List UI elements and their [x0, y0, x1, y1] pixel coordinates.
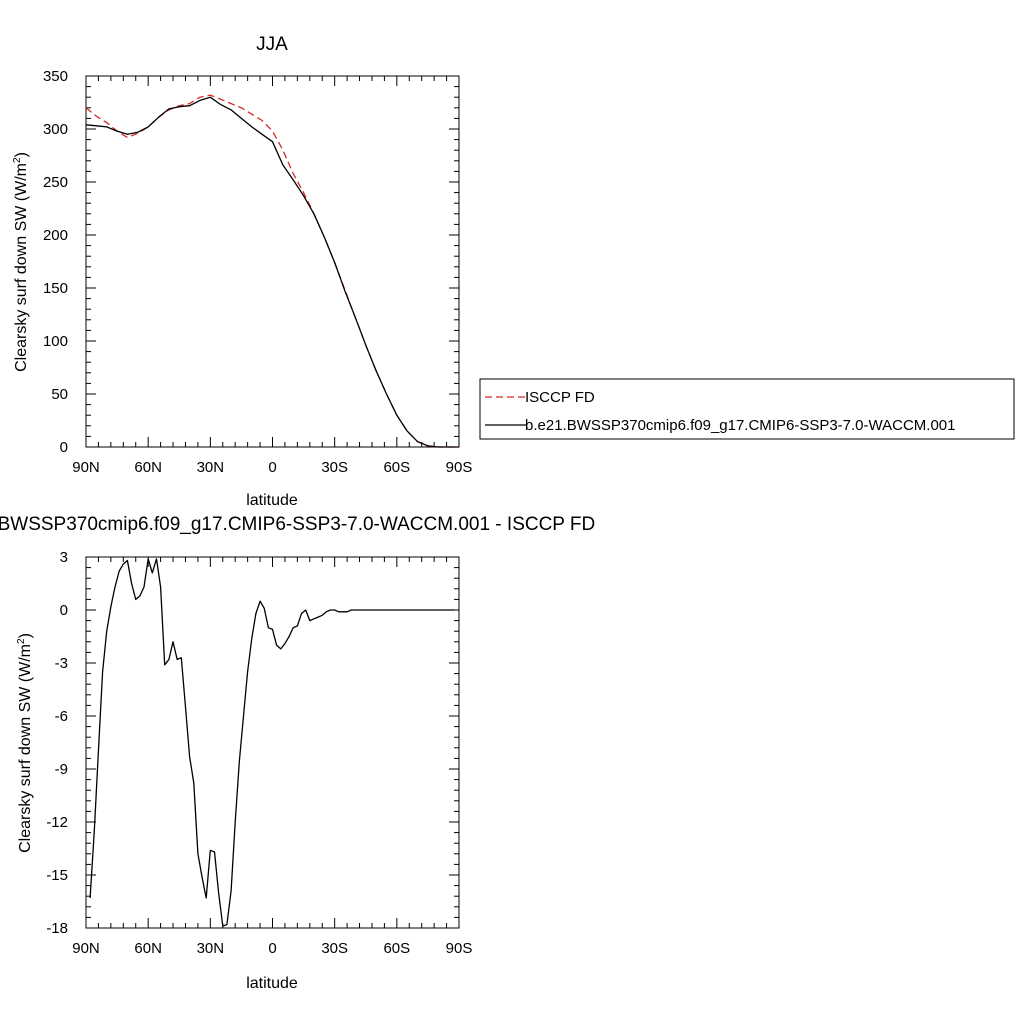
x-tick-label: 90S: [446, 459, 473, 476]
y-tick-label: -3: [55, 655, 68, 672]
y-tick-label: 350: [43, 68, 68, 85]
x-tick-label: 30N: [197, 459, 225, 476]
series-line: [85, 96, 459, 448]
top-plot-title: JJA: [256, 34, 288, 55]
legend-box: [479, 378, 1015, 440]
y-tick-label: 0: [60, 602, 68, 619]
bottom-plot-series: [89, 558, 455, 927]
x-tick-label: 0: [268, 459, 276, 476]
y-tick-label: 250: [43, 174, 68, 191]
bottom-x-axis-label: latitude: [246, 975, 298, 992]
x-tick-label: 30N: [197, 940, 225, 957]
y-tick-label: -18: [46, 920, 68, 937]
x-tick-label: 0: [268, 940, 276, 957]
y-tick-label: 0: [60, 439, 68, 456]
y-tick-label: 3: [60, 549, 68, 566]
y-tick-label: 300: [43, 121, 68, 138]
top-plot-ticks: 90N 60N 30N 0 30S 60S 90S 0 50 100 150 200 250 300 350: [43, 68, 472, 476]
top-plot-frame: [85, 75, 460, 448]
y-tick-label: -6: [55, 708, 68, 725]
x-tick-label: 30S: [321, 459, 348, 476]
legend-label-isccp: ISCCP FD: [525, 389, 595, 406]
x-tick-label: 90S: [446, 940, 473, 957]
x-tick-label: 60N: [134, 940, 162, 957]
bottom-y-axis-label: Clearsky surf down SW (W/m2): [16, 633, 34, 853]
legend-label-model: b.e21.BWSSP370cmip6.f09_g17.CMIP6-SSP3-7…: [525, 417, 955, 434]
x-tick-label: 60N: [134, 459, 162, 476]
x-tick-label: 90N: [72, 940, 100, 957]
series-line: [89, 558, 455, 927]
y-tick-label: -9: [55, 761, 68, 778]
y-tick-label: -12: [46, 814, 68, 831]
x-tick-label: 90N: [72, 459, 100, 476]
bottom-plot-title: b.e21.BWSSP370cmip6.f09_g17.CMIP6-SSP3-7…: [0, 514, 595, 535]
x-tick-label: 60S: [383, 459, 410, 476]
top-plot-panel: JJA 90N 60N 30N 0 30S 60S 90S 0 50 100 150 200 250 30…: [12, 34, 472, 509]
x-tick-label: 30S: [321, 940, 348, 957]
bottom-plot-ticks: 90N 60N 30N 0 30S 60S 90S 3 0 -3 -6 -9 -12 -15 -18: [46, 549, 472, 957]
y-tick-label: -15: [46, 867, 68, 884]
x-tick-label: 60S: [383, 940, 410, 957]
y-tick-label: 150: [43, 280, 68, 297]
y-tick-label: 50: [51, 386, 68, 403]
top-x-axis-label: latitude: [246, 492, 298, 509]
bottom-plot-panel: b.e21.BWSSP370cmip6.f09_g17.CMIP6-SSP3-7…: [0, 514, 595, 992]
y-tick-label: 200: [43, 227, 68, 244]
y-tick-label: 100: [43, 333, 68, 350]
series-line: [85, 94, 459, 448]
legend: ISCCP FD b.e21.BWSSP370cmip6.f09_g17.CMI…: [479, 378, 1015, 440]
bottom-plot-frame: [85, 556, 460, 929]
top-y-axis-label: Clearsky surf down SW (W/m2): [12, 152, 30, 372]
top-plot-series: [85, 94, 459, 448]
